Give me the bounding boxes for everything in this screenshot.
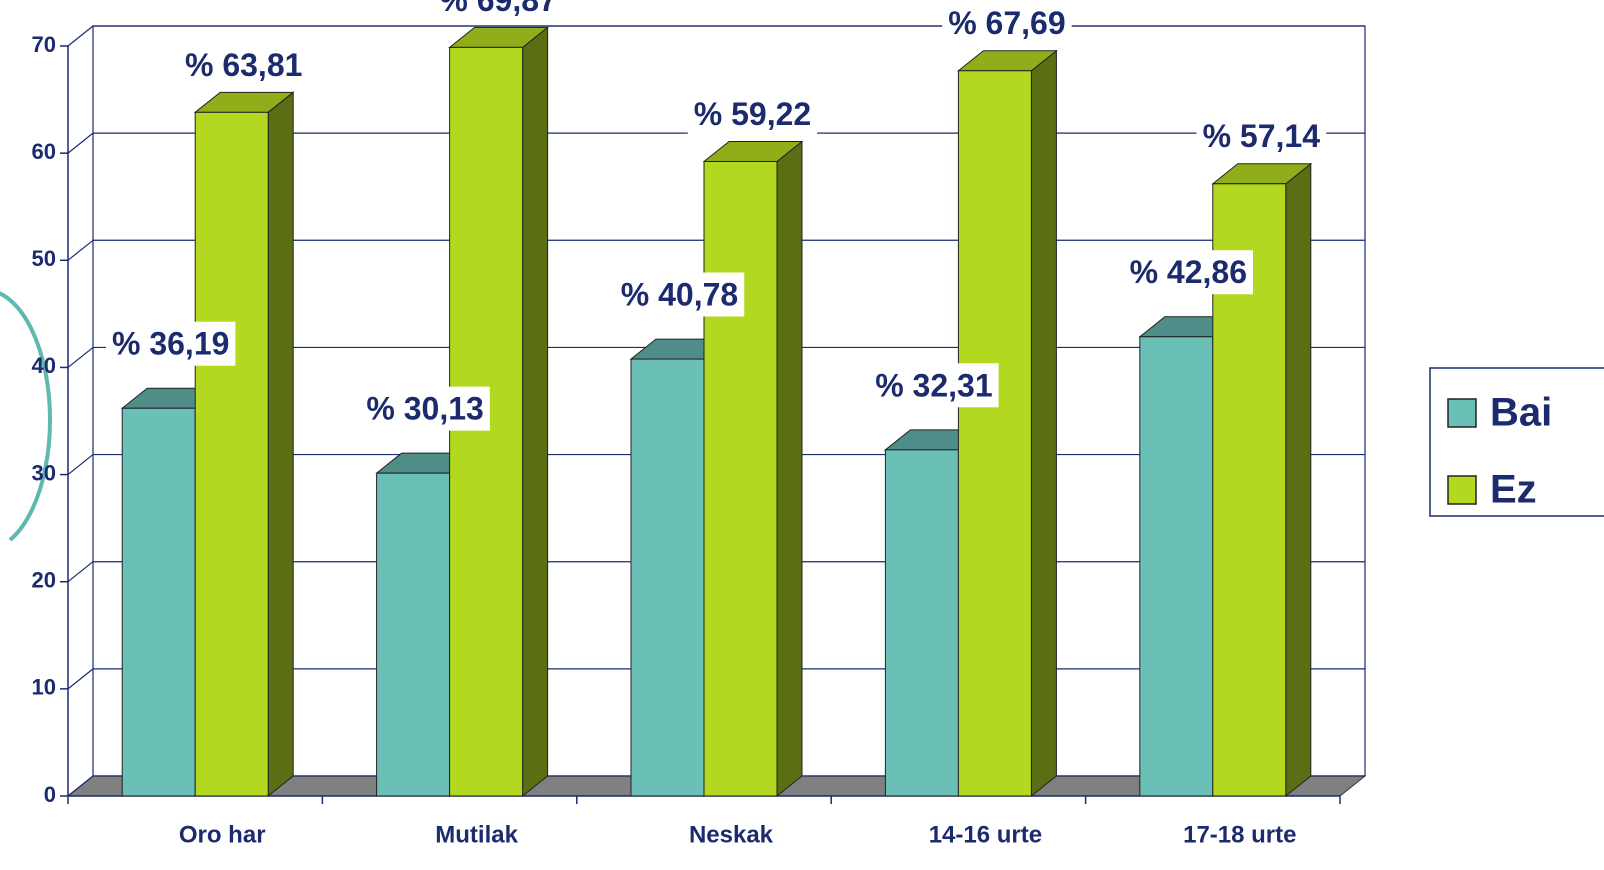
y-tick-label: 70: [32, 32, 56, 57]
value-label: % 67,69: [948, 5, 1065, 41]
bar: [1139, 336, 1214, 797]
legend-swatch: [1447, 475, 1477, 505]
value-label: % 42,86: [1130, 254, 1247, 290]
value-label: % 69,87: [439, 0, 556, 18]
grid-line: [67, 454, 94, 476]
legend-label: Ez: [1490, 468, 1537, 512]
value-label: % 63,81: [185, 47, 302, 83]
value-label: % 57,14: [1203, 118, 1321, 154]
y-tick-label: 10: [32, 675, 56, 700]
x-tick-label: Mutilak: [435, 821, 518, 848]
value-label: % 36,19: [112, 326, 229, 362]
legend-label: Bai: [1490, 391, 1552, 435]
bar: [957, 70, 1032, 797]
value-label: % 30,13: [366, 391, 483, 427]
grid-line: [67, 132, 94, 154]
value-label-bg: [433, 0, 563, 22]
bar: [884, 449, 959, 797]
bar: [703, 161, 778, 797]
bar: [630, 358, 705, 797]
y-tick-label: 40: [32, 353, 56, 378]
y-tick-label: 0: [44, 782, 56, 807]
value-label-bg: [105, 321, 236, 366]
value-label-bg: [687, 91, 818, 136]
value-label-bg: [1123, 250, 1254, 295]
bar: [376, 472, 451, 797]
grid-line: [67, 346, 94, 368]
grid-line: [67, 239, 94, 261]
grid-line: [67, 775, 94, 797]
decor-arc: [0, 291, 52, 542]
y-tick-label: 30: [32, 460, 56, 485]
x-tick-label: 14-16 urte: [929, 821, 1042, 848]
value-label-bg: [360, 386, 490, 431]
bar: [121, 407, 196, 797]
bar-side: [267, 91, 294, 798]
value-label-bg: [178, 42, 309, 87]
x-tick-label: Neskak: [689, 821, 774, 848]
value-label-bg: [614, 272, 745, 317]
value-label: % 59,22: [694, 96, 811, 132]
value-label: % 40,78: [621, 277, 738, 313]
legend-swatch: [1447, 398, 1477, 428]
bar-side: [522, 26, 549, 798]
bar: [194, 111, 269, 797]
value-label-bg: [942, 1, 1072, 46]
y-tick-label: 20: [32, 568, 56, 593]
x-tick-label: Oro har: [179, 821, 266, 848]
value-label-bg: [869, 363, 999, 408]
grid-line: [67, 668, 94, 690]
grid-line: [67, 25, 94, 47]
value-label: % 32,31: [875, 367, 992, 403]
x-tick-label: 17-18 urte: [1183, 821, 1296, 848]
value-label-bg: [1196, 114, 1327, 159]
y-tick-label: 50: [32, 246, 56, 271]
bar-side: [1285, 162, 1312, 798]
grid-line: [67, 561, 94, 583]
bar-side: [1030, 49, 1057, 798]
y-tick-label: 60: [32, 139, 56, 164]
bar-side: [776, 140, 803, 798]
